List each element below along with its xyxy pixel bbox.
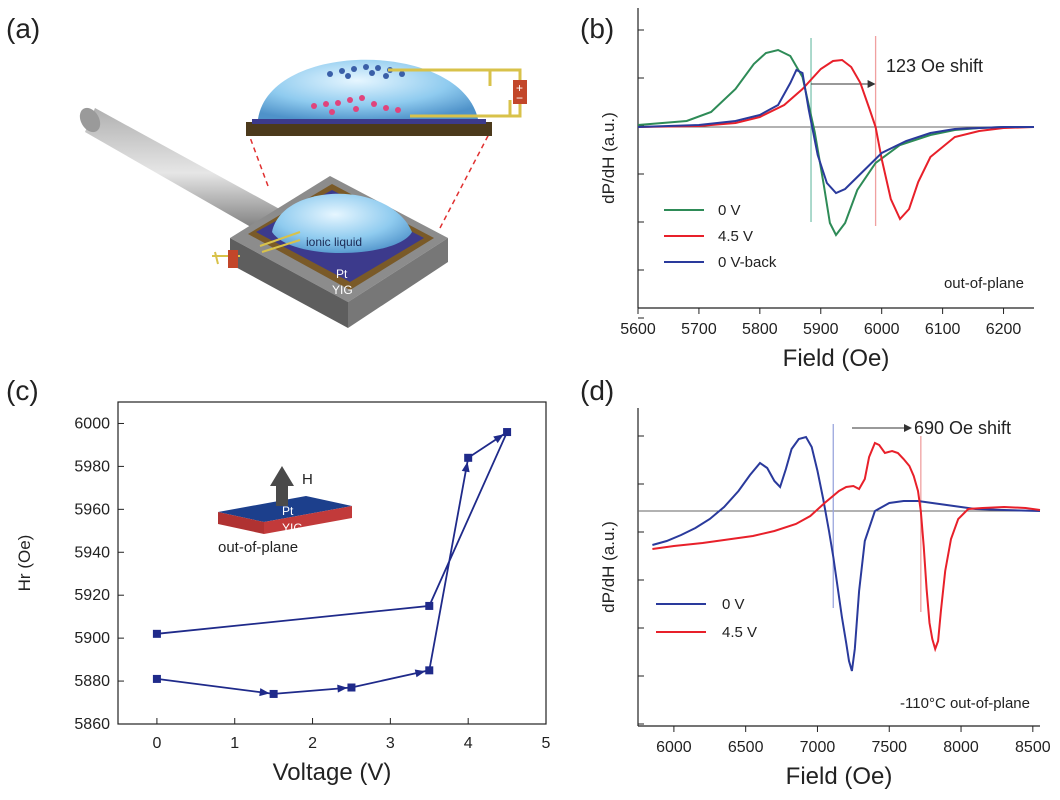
y-axis-label: dP/dH (a.u.) <box>599 521 618 613</box>
data-point <box>464 453 473 462</box>
panel-label-b: (b) <box>580 13 614 44</box>
x-axis-label: Field (Oe) <box>786 763 893 790</box>
inset-pt-label: Pt <box>282 504 294 518</box>
x-tick-label: 4 <box>464 735 473 752</box>
y-tick-label: 5880 <box>74 673 110 690</box>
x-tick-label: 6000 <box>864 321 900 338</box>
ionic-liquid-label: ionic liquid <box>306 235 362 249</box>
x-tick-label: 6000 <box>656 739 692 756</box>
inset-yig-label: YIG <box>282 521 303 535</box>
x-tick-label: 5700 <box>681 321 717 338</box>
battery-minus: − <box>516 91 523 105</box>
data-point <box>269 689 278 698</box>
direction-arrowhead <box>414 669 426 678</box>
x-tick-label: 6500 <box>728 739 764 756</box>
x-tick-label: 3 <box>386 735 395 752</box>
chart-c: 0 1 2 3 4 5 5860 5880 5900 5920 5940 5960 5980 6000 Vo… <box>15 401 551 786</box>
x-tick-label: 5900 <box>803 321 839 338</box>
zoom-substrate <box>246 122 492 136</box>
sample-rod <box>85 108 285 238</box>
field-arrow-icon <box>270 466 294 506</box>
y-tick-label: 5980 <box>74 458 110 475</box>
series-line <box>652 441 1041 653</box>
panel-label-a: (a) <box>6 13 40 44</box>
x-tick-label: 5600 <box>620 321 656 338</box>
x-tick-label: 5 <box>542 735 551 752</box>
series-line <box>637 58 1035 221</box>
direction-arrowhead <box>493 434 504 444</box>
corner-text: out-of-plane <box>944 275 1024 292</box>
shift-arrowhead <box>904 424 912 432</box>
x-tick-label: 1 <box>230 735 239 752</box>
panel-label-c: (c) <box>6 375 39 406</box>
inset-sample-c: Pt YIG H out-of-plane <box>218 466 352 556</box>
x-tick-label: 5800 <box>742 321 778 338</box>
x-tick-label: 8500 <box>1015 739 1051 756</box>
data-point <box>425 601 434 610</box>
direction-arrowhead <box>337 684 348 693</box>
battery-icon <box>228 250 238 268</box>
legend-label: 4.5 V <box>718 228 753 245</box>
inset-caption: out-of-plane <box>218 539 298 556</box>
device-illustration: ionic liquid Pt YIG + − <box>79 59 527 328</box>
data-point <box>347 683 356 692</box>
y-axis-label: dP/dH (a.u.) <box>599 112 618 204</box>
x-tick-label: 7000 <box>800 739 836 756</box>
y-tick-label: 5940 <box>74 544 110 561</box>
series-line <box>637 48 1034 237</box>
x-axis-label: Field (Oe) <box>783 345 890 372</box>
x-tick-label: 6100 <box>925 321 961 338</box>
data-point <box>503 428 512 437</box>
x-tick-label: 0 <box>152 735 161 752</box>
yig-label: YIG <box>332 283 353 297</box>
data-point <box>425 666 434 675</box>
plot-frame <box>117 401 547 725</box>
zoom-battery-icon <box>513 80 527 104</box>
data-point <box>152 629 161 638</box>
y-tick-label: 5900 <box>74 630 110 647</box>
battery-plus: + <box>516 81 523 95</box>
x-tick-label: 8000 <box>943 739 979 756</box>
shift-annotation: 123 Oe shift <box>886 56 983 76</box>
series-line <box>637 68 1034 195</box>
ionic-liquid-drop <box>272 193 412 254</box>
legend-label: 4.5 V <box>722 624 757 641</box>
chart-d: 6000 6500 7000 7500 8000 8500 Field (Oe) dP/dH … <box>599 408 1051 790</box>
x-tick-label: 7500 <box>871 739 907 756</box>
legend-label: 0 V-back <box>718 254 777 271</box>
y-tick-label: 5960 <box>74 501 110 518</box>
field-arrow-label: H <box>302 471 313 488</box>
direction-arrowhead <box>461 461 470 473</box>
chart-b: 5600 5700 5800 5900 6000 6100 6200 Field (Oe) dP… <box>599 8 1035 372</box>
shift-annotation: 690 Oe shift <box>914 418 1011 438</box>
series-line <box>156 429 510 695</box>
y-tick-label: 5920 <box>74 587 110 604</box>
data-point <box>152 674 161 683</box>
pt-label: Pt <box>336 267 348 281</box>
y-tick-label: 5860 <box>74 716 110 733</box>
x-tick-label: 6200 <box>986 321 1022 338</box>
x-axis-label: Voltage (V) <box>273 759 392 786</box>
direction-arrowhead <box>259 688 270 697</box>
y-tick-label: 6000 <box>74 415 110 432</box>
x-tick-label: 2 <box>308 735 317 752</box>
series-line <box>652 435 1041 672</box>
y-axis-label: Hr (Oe) <box>15 535 34 592</box>
legend-label: 0 V <box>718 202 741 219</box>
corner-text: -110°C out-of-plane <box>900 695 1030 712</box>
panel-label-d: (d) <box>580 375 614 406</box>
legend-label: 0 V <box>722 596 745 613</box>
shift-arrowhead <box>867 80 876 88</box>
